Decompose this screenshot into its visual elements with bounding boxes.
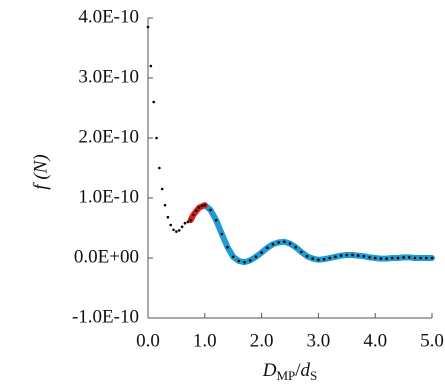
data-point [189,218,192,222]
data-point [243,260,246,264]
data-point [226,245,229,249]
data-point [152,100,155,104]
data-point [396,256,400,260]
data-point [160,187,164,191]
data-point [265,246,269,250]
data-point [146,25,150,29]
data-point [254,255,258,259]
data-point [260,251,263,254]
data-point [155,136,158,140]
x-tick-label: 1.0 [193,330,217,351]
x-label-part: / [295,360,301,381]
data-point [345,253,349,257]
data-point [430,256,434,260]
data-point [305,254,309,258]
data-point [180,225,184,229]
x-axis-label: DMP/dS [262,360,318,383]
data-point [183,221,187,225]
y-tick-label: -1.0E-10 [72,306,139,327]
data-point [271,242,275,246]
data-point [209,208,212,212]
x-tick-label: 3.0 [307,330,331,351]
data-point [294,245,297,249]
data-point [317,258,320,262]
data-point [214,218,218,222]
data-point [186,220,190,224]
data-point [248,259,252,262]
x-label-part: MP [276,368,295,383]
y-tick-label: 0.0E+00 [74,246,139,267]
x-tick-label: 5.0 [420,330,444,351]
x-label-part: D [262,360,277,381]
data-point [425,256,428,260]
data-point [169,223,173,227]
data-point [362,254,366,258]
data-point [328,256,332,260]
data-point [192,213,195,217]
data-point [334,255,337,259]
data-point [200,204,204,208]
y-axis-label: f (N) [30,154,51,189]
data-point [407,256,411,259]
y-tick-label: 2.0E-10 [78,126,139,147]
data-point [402,256,405,259]
data-point [175,230,178,233]
x-tick-label: 2.0 [250,330,274,351]
data-point [172,228,175,232]
data-point [413,256,417,260]
data-point [177,229,181,232]
data-point [385,257,388,260]
data-point [373,256,377,260]
data-point [419,256,422,260]
data-point [390,256,394,260]
data-point [231,255,235,259]
data-point [322,257,326,261]
data-point [163,203,167,207]
data-point [311,257,315,260]
data-point [339,254,343,257]
x-tick-label: 0.0 [136,330,160,351]
data-point [283,240,286,244]
data-point [300,250,303,254]
data-point [194,209,198,212]
data-point [288,242,292,245]
data-point [277,241,280,244]
y-tick-label: 3.0E-10 [78,66,139,87]
x-label-part: S [310,368,317,383]
data-point [220,232,224,236]
data-point [351,253,354,257]
data-point [368,256,371,259]
data-point [166,215,170,219]
data-point [149,64,153,68]
data-point [158,166,161,170]
x-tick-label: 4.0 [363,330,387,351]
y-tick-label: 1.0E-10 [78,186,139,207]
data-point [379,257,383,260]
x-label-part: d [301,360,311,381]
data-point [197,206,201,209]
data-point [203,203,207,207]
y-tick-label: 4.0E-10 [78,6,139,27]
data-point [237,259,241,263]
data-point [356,254,360,257]
